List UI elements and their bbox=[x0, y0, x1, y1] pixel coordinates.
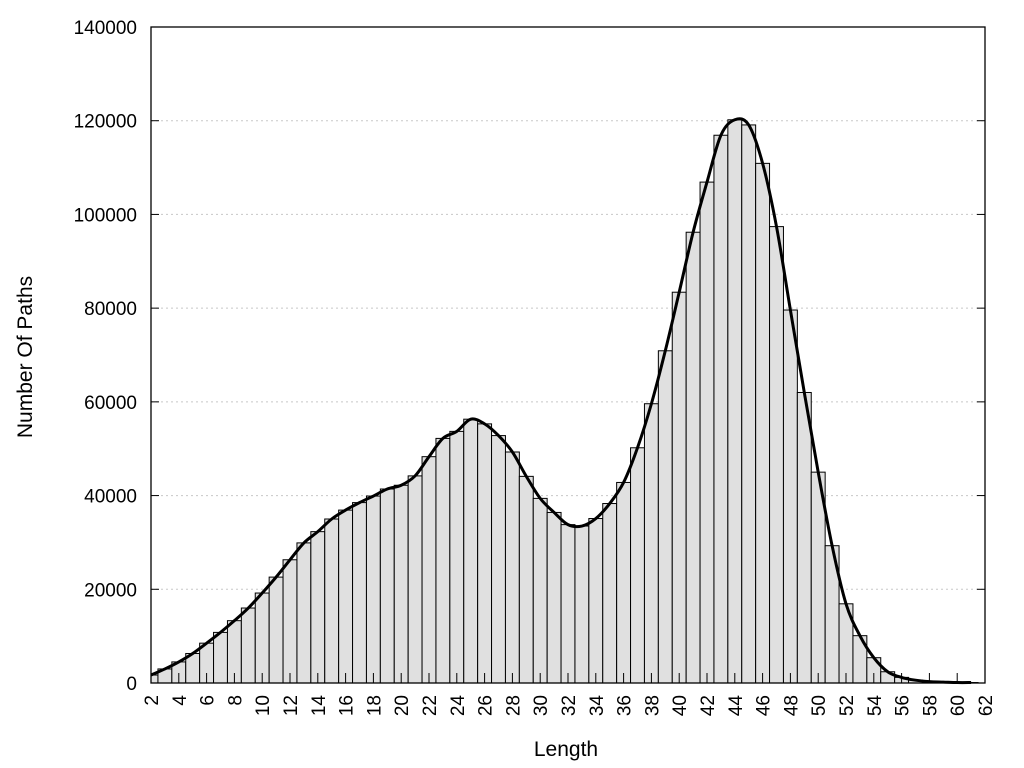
y-axis-title: Number Of Paths bbox=[14, 276, 37, 438]
bar-length-14 bbox=[310, 531, 326, 684]
bar-length-42 bbox=[699, 181, 715, 684]
x-tick-label: 26 bbox=[476, 695, 497, 716]
bar-length-35 bbox=[602, 503, 618, 684]
y-tick-label: 40000 bbox=[84, 487, 137, 508]
y-tick-label: 80000 bbox=[84, 299, 137, 320]
bar-length-18 bbox=[365, 495, 381, 684]
x-tick-label: 40 bbox=[670, 695, 691, 716]
x-tick-label: 54 bbox=[865, 695, 886, 717]
bar-length-33 bbox=[574, 525, 590, 684]
bar-length-26 bbox=[477, 423, 493, 684]
x-tick-label: 50 bbox=[809, 695, 830, 716]
x-tick-label: 46 bbox=[754, 695, 775, 716]
bar-length-48 bbox=[782, 309, 798, 684]
bar-length-20 bbox=[393, 484, 409, 684]
x-tick-label: 22 bbox=[420, 695, 441, 716]
bar-length-10 bbox=[254, 592, 270, 684]
x-tick-label: 48 bbox=[781, 695, 802, 716]
x-tick-label: 24 bbox=[448, 695, 469, 717]
bar-length-25 bbox=[463, 418, 479, 684]
bar-length-22 bbox=[421, 456, 437, 684]
x-tick-label: 36 bbox=[615, 695, 636, 716]
x-tick-label: 12 bbox=[281, 695, 302, 716]
bar-length-15 bbox=[324, 518, 340, 684]
bar-length-38 bbox=[643, 403, 659, 684]
bar-length-43 bbox=[713, 134, 729, 684]
x-tick-label: 14 bbox=[309, 695, 330, 717]
bar-length-27 bbox=[491, 435, 506, 684]
x-tick-label: 10 bbox=[253, 695, 274, 716]
bar-length-45 bbox=[741, 124, 757, 684]
y-axis-ticks: 0 20000 40000 60000 80000 100000 120000 140000 bbox=[74, 18, 985, 695]
bar-length-36 bbox=[616, 481, 632, 684]
x-tick-label: 42 bbox=[698, 695, 719, 716]
bar-length-49 bbox=[796, 391, 812, 684]
bar-length-17 bbox=[352, 502, 367, 684]
bar-length-11 bbox=[268, 576, 284, 684]
bar-length-7 bbox=[213, 631, 228, 684]
x-tick-label: 58 bbox=[920, 695, 941, 716]
bar-length-34 bbox=[588, 518, 604, 684]
bar-length-31 bbox=[546, 511, 562, 684]
bar-length-41 bbox=[685, 231, 701, 684]
bars bbox=[150, 119, 979, 684]
x-tick-label: 38 bbox=[642, 695, 663, 716]
bar-length-46 bbox=[755, 162, 771, 684]
y-tick-label: 140000 bbox=[74, 18, 137, 39]
bar-length-39 bbox=[657, 350, 673, 684]
y-tick-label: 100000 bbox=[74, 205, 137, 226]
x-tick-label: 28 bbox=[503, 695, 524, 716]
x-tick-label: 60 bbox=[948, 695, 969, 716]
bar-length-29 bbox=[518, 475, 534, 684]
bar-length-47 bbox=[769, 226, 784, 684]
x-tick-label: 32 bbox=[559, 695, 580, 716]
bar-length-2 bbox=[150, 674, 159, 684]
x-tick-label: 34 bbox=[587, 695, 608, 717]
y-tick-label: 120000 bbox=[74, 112, 137, 133]
x-tick-label: 20 bbox=[392, 695, 413, 716]
bar-length-23 bbox=[435, 437, 451, 684]
bar-length-9 bbox=[240, 607, 256, 684]
y-tick-label: 0 bbox=[126, 674, 137, 695]
x-tick-label: 52 bbox=[837, 695, 858, 716]
bar-length-28 bbox=[504, 451, 520, 684]
x-tick-label: 16 bbox=[337, 695, 358, 716]
bar-length-37 bbox=[630, 447, 645, 684]
bar-length-44 bbox=[727, 119, 743, 684]
x-tick-label: 56 bbox=[893, 695, 914, 716]
x-tick-label: 44 bbox=[726, 695, 747, 717]
bar-length-16 bbox=[338, 509, 354, 684]
x-tick-label: 8 bbox=[225, 695, 246, 706]
y-tick-label: 60000 bbox=[84, 393, 137, 414]
x-tick-label: 4 bbox=[170, 695, 191, 706]
x-tick-label: 2 bbox=[142, 695, 163, 706]
bar-length-32 bbox=[560, 524, 576, 684]
x-tick-label: 30 bbox=[531, 695, 552, 716]
y-tick-label: 20000 bbox=[84, 580, 137, 601]
x-tick-label: 6 bbox=[198, 695, 219, 706]
x-axis-title: Length bbox=[534, 738, 598, 761]
bar-length-19 bbox=[379, 488, 395, 684]
smooth-curve bbox=[150, 117, 972, 685]
grid-lines bbox=[151, 120, 985, 590]
bar-length-30 bbox=[532, 497, 548, 684]
x-tick-label: 62 bbox=[976, 695, 997, 716]
bar-length-21 bbox=[407, 475, 423, 684]
bar-length-40 bbox=[671, 291, 687, 684]
x-tick-label: 18 bbox=[364, 695, 385, 716]
bar-length-13 bbox=[296, 542, 312, 684]
bar-length-24 bbox=[449, 430, 465, 684]
x-axis-ticks: 2 4 6 8 10 12 14 16 18 20 22 24 26 28 30 32 34 36 38 40 42 44… bbox=[142, 673, 997, 716]
bar-length-12 bbox=[282, 559, 298, 684]
